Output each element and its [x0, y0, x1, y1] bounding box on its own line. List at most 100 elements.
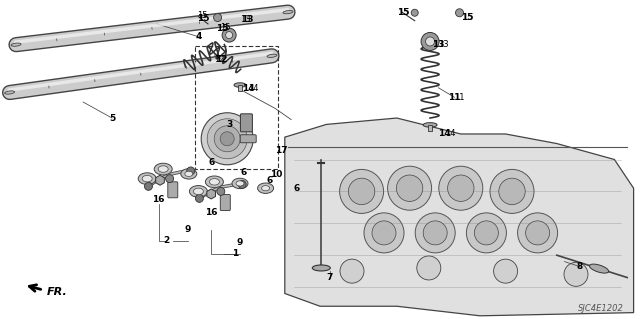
Text: 15: 15 [220, 23, 230, 32]
Text: 13: 13 [432, 40, 445, 48]
Circle shape [166, 174, 173, 183]
Circle shape [207, 119, 247, 159]
FancyBboxPatch shape [241, 114, 252, 132]
Text: 12: 12 [214, 55, 225, 63]
FancyBboxPatch shape [238, 85, 242, 91]
Text: 6: 6 [293, 184, 300, 193]
Text: 6: 6 [240, 168, 246, 177]
Text: 5: 5 [109, 114, 115, 122]
Circle shape [372, 221, 396, 245]
Circle shape [201, 113, 253, 165]
Text: 12: 12 [214, 55, 227, 63]
Ellipse shape [312, 265, 330, 271]
FancyBboxPatch shape [240, 135, 256, 143]
Text: 9: 9 [237, 238, 243, 247]
Text: 17: 17 [275, 146, 288, 155]
Circle shape [415, 213, 455, 253]
Text: 13: 13 [241, 15, 253, 24]
Circle shape [187, 167, 195, 175]
Circle shape [423, 221, 447, 245]
Ellipse shape [142, 175, 152, 182]
Ellipse shape [11, 43, 21, 46]
Circle shape [467, 213, 506, 253]
Ellipse shape [423, 122, 437, 127]
Text: 14: 14 [438, 130, 451, 138]
Text: 13: 13 [240, 15, 250, 24]
Ellipse shape [283, 11, 293, 14]
Ellipse shape [138, 173, 156, 184]
FancyBboxPatch shape [220, 195, 230, 211]
Circle shape [145, 182, 152, 190]
Text: 15: 15 [197, 14, 210, 23]
Ellipse shape [189, 186, 207, 197]
Circle shape [490, 169, 534, 213]
Text: 6: 6 [208, 158, 214, 167]
Text: 14: 14 [248, 84, 259, 93]
Circle shape [348, 178, 375, 204]
Circle shape [220, 132, 234, 146]
Text: 15: 15 [461, 13, 474, 22]
Circle shape [417, 256, 441, 280]
Circle shape [222, 28, 236, 42]
Text: SJC4E1202: SJC4E1202 [578, 304, 624, 313]
Ellipse shape [4, 91, 15, 94]
Circle shape [525, 221, 550, 245]
Polygon shape [285, 118, 634, 316]
Text: 1: 1 [232, 249, 239, 258]
Circle shape [238, 181, 246, 189]
Circle shape [340, 259, 364, 283]
Circle shape [456, 9, 463, 17]
Ellipse shape [193, 188, 204, 195]
Text: 15: 15 [397, 8, 410, 17]
Text: 14: 14 [242, 84, 255, 93]
Ellipse shape [185, 171, 193, 176]
Text: 3: 3 [226, 120, 232, 129]
Circle shape [493, 259, 518, 283]
Circle shape [439, 166, 483, 210]
Text: FR.: FR. [46, 287, 67, 297]
Circle shape [447, 175, 474, 201]
Circle shape [217, 187, 225, 196]
Text: 11: 11 [448, 93, 461, 102]
FancyBboxPatch shape [168, 182, 178, 198]
Text: 16: 16 [205, 208, 218, 217]
Circle shape [421, 33, 439, 50]
Circle shape [364, 213, 404, 253]
Circle shape [226, 32, 232, 39]
Circle shape [340, 169, 383, 213]
Text: 6: 6 [267, 176, 273, 185]
Ellipse shape [257, 183, 274, 193]
FancyBboxPatch shape [428, 125, 432, 131]
Text: 10: 10 [270, 170, 283, 179]
Ellipse shape [267, 54, 277, 57]
Text: 16: 16 [152, 195, 165, 204]
Text: 14: 14 [445, 130, 455, 138]
Circle shape [214, 126, 240, 152]
Text: 7: 7 [326, 273, 333, 282]
Ellipse shape [154, 163, 172, 175]
Circle shape [195, 194, 204, 202]
Ellipse shape [180, 169, 197, 179]
Ellipse shape [205, 176, 223, 188]
Text: 8: 8 [576, 262, 582, 271]
Circle shape [518, 213, 557, 253]
Circle shape [564, 262, 588, 286]
Ellipse shape [209, 179, 220, 185]
Circle shape [412, 9, 418, 16]
Text: 15: 15 [462, 13, 472, 22]
Text: 4: 4 [195, 32, 202, 41]
Ellipse shape [234, 83, 246, 87]
Ellipse shape [262, 186, 269, 191]
Circle shape [396, 175, 423, 201]
Circle shape [426, 37, 435, 46]
Ellipse shape [232, 178, 248, 189]
Circle shape [214, 13, 221, 22]
Circle shape [499, 178, 525, 204]
Text: 15: 15 [197, 11, 207, 20]
Circle shape [388, 166, 431, 210]
Text: 15: 15 [216, 24, 229, 33]
Text: 2: 2 [163, 236, 170, 245]
Text: 9: 9 [184, 225, 191, 234]
Ellipse shape [158, 166, 168, 172]
Ellipse shape [236, 181, 244, 186]
